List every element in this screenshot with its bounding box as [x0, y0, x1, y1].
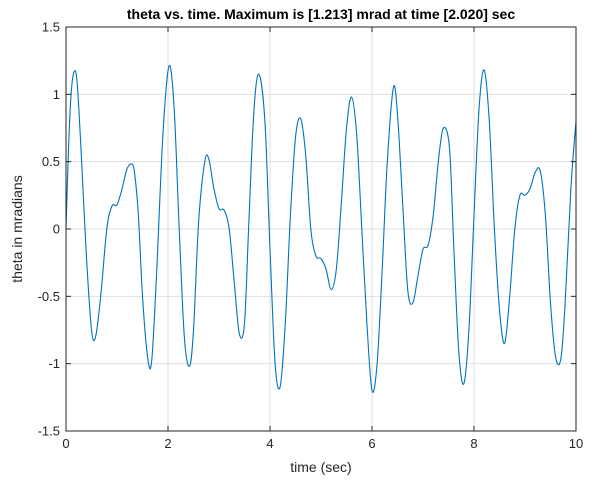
- chart-title: theta vs. time. Maximum is [1.213] mrad …: [127, 6, 515, 22]
- x-tick-label: 6: [368, 436, 375, 451]
- x-tick-label: 0: [62, 436, 69, 451]
- y-tick-label: 1.5: [42, 20, 60, 35]
- y-tick-label: -1.5: [38, 424, 60, 439]
- y-tick-label: 1: [53, 87, 60, 102]
- y-tick-label: 0: [53, 222, 60, 237]
- theta-series-line: [65, 64, 577, 393]
- y-tick-label: 0.5: [42, 154, 60, 169]
- y-tick-label: -0.5: [38, 289, 60, 304]
- tick-labels: 0 2 4 6 8 10 -1.5 -1 -0.5 0 0.5 1 1.5: [38, 20, 584, 452]
- x-tick-label: 10: [569, 436, 583, 451]
- x-axis-label: time (sec): [290, 459, 351, 475]
- x-tick-label: 2: [164, 436, 171, 451]
- tick-marks: [65, 26, 577, 432]
- series-group: [65, 64, 577, 393]
- y-tick-label: -1: [48, 356, 60, 371]
- x-tick-label: 4: [266, 436, 273, 451]
- x-tick-label: 8: [470, 436, 477, 451]
- y-axis-label: theta in mradians: [9, 175, 25, 282]
